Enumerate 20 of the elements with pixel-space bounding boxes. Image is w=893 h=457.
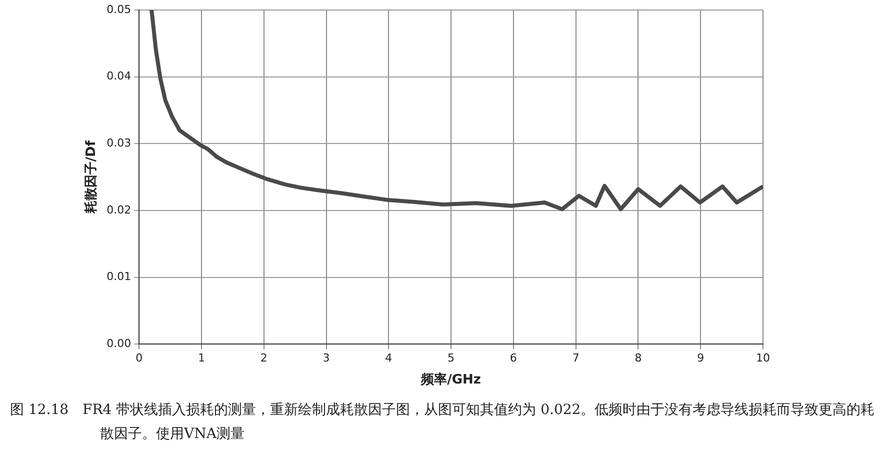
y-tick-label: 0.01 bbox=[106, 270, 132, 284]
x-tick-label: 2 bbox=[260, 352, 268, 365]
x-tick-label: 1 bbox=[198, 352, 205, 365]
caption: 图 12.18 FR4 带状线插入损耗的测量，重新绘制成耗散因子图，从图可知其值约为 0.022。低频时由于没有考虑导线损耗而导致更高的耗散因子。使用VNA测量 bbox=[10, 401, 876, 444]
x-tick-label: 3 bbox=[322, 352, 330, 365]
x-tick-label: 4 bbox=[385, 352, 392, 365]
y-tick-label: 0.05 bbox=[106, 2, 132, 16]
x-axis-title: 频率/GHz bbox=[420, 372, 481, 388]
x-tick-label: 0 bbox=[136, 352, 143, 365]
y-tick-label: 0.04 bbox=[106, 70, 132, 83]
x-tick-label: 7 bbox=[572, 352, 580, 365]
y-tick-label: 0.02 bbox=[106, 203, 132, 216]
x-tick-label: 8 bbox=[634, 352, 642, 365]
y-tick-label: 0.03 bbox=[106, 136, 132, 150]
x-tick-label: 9 bbox=[697, 352, 704, 365]
y-axis-title: 耗散因子/Df bbox=[83, 140, 100, 215]
y-tick-label: 0.00 bbox=[106, 337, 132, 350]
x-tick-label: 5 bbox=[448, 352, 455, 365]
x-tick-label: 10 bbox=[756, 352, 770, 365]
x-tick-label: 6 bbox=[510, 352, 517, 365]
